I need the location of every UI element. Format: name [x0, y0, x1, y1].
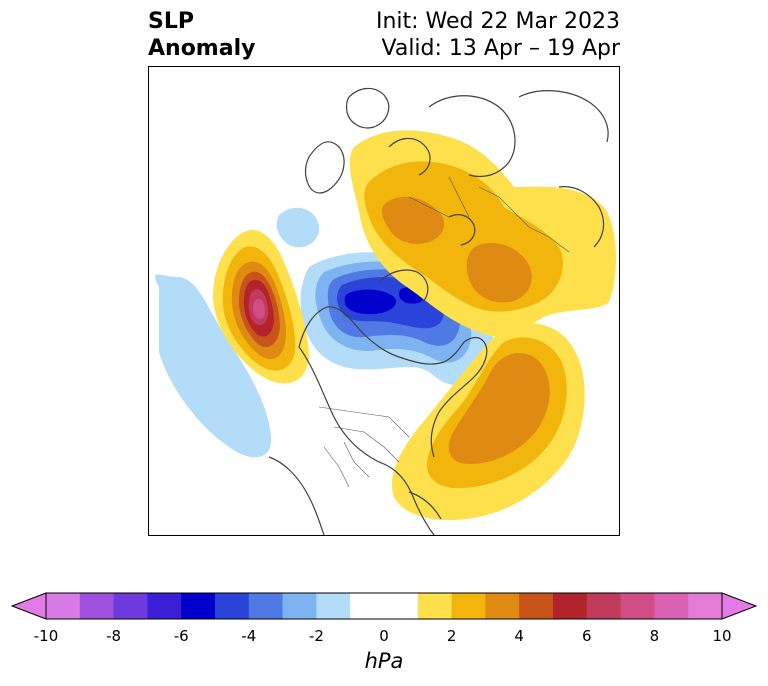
- borders: [318, 176, 570, 488]
- colorbar-outline: [45, 592, 723, 620]
- colorbar-tick-label: 8: [649, 627, 660, 645]
- anomaly-contour-alaska-high-7: [253, 299, 265, 320]
- anomaly-contour-europe-high-3: [381, 196, 445, 244]
- colorbar-unit-label: hPa: [364, 649, 404, 673]
- map-subtitle: Init: Wed 22 Mar 2023 Valid: 13 Apr – 19…: [376, 8, 620, 62]
- title-line-2: Anomaly: [148, 36, 256, 61]
- map-title: SLP Anomaly: [148, 8, 255, 62]
- colorbar-cell: [350, 593, 385, 619]
- valid-range: Valid: 13 Apr – 19 Apr: [381, 36, 621, 61]
- colorbar-cell: [46, 593, 81, 619]
- colorbar-cell: [417, 593, 453, 619]
- anomaly-contour-arctic-low-5: [344, 289, 397, 315]
- colorbar-tick-label: 6: [582, 627, 592, 645]
- colorbar-tick-label: 0: [379, 627, 389, 645]
- colorbar-cell: [215, 593, 250, 619]
- colorbar-cell: [688, 593, 723, 619]
- colorbar-extend-left: [10, 592, 47, 620]
- colorbar: [10, 592, 758, 620]
- colorbar-cell: [654, 593, 689, 619]
- anomaly-contour-atlantic-high-3: [448, 353, 550, 464]
- colorbar-cell: [384, 593, 419, 619]
- colorbar-tick-label: 4: [514, 627, 524, 645]
- colorbar-tick-label: -6: [173, 627, 189, 645]
- colorbar-cell: [316, 593, 351, 619]
- anomaly-map: [155, 87, 616, 535]
- colorbar-cell: [451, 593, 486, 619]
- title-line-1: SLP: [148, 9, 194, 34]
- anomaly-contour-north-pacific-low: [155, 274, 272, 458]
- colorbar-tick-label: -8: [106, 627, 122, 645]
- colorbar-extend-right: [721, 592, 758, 620]
- colorbar-cell: [485, 593, 520, 619]
- coastlines: [268, 87, 609, 535]
- colorbar-cell: [147, 593, 182, 619]
- colorbar-cell: [620, 593, 655, 619]
- anomaly-contour-canada-weak-low: [276, 207, 320, 248]
- colorbar-cell: [282, 593, 317, 619]
- colorbar-cell: [586, 593, 622, 619]
- colorbar-cell: [79, 593, 115, 619]
- colorbar-cell: [113, 593, 148, 619]
- colorbar-cell: [553, 593, 588, 619]
- init-date: Init: Wed 22 Mar 2023: [375, 9, 620, 34]
- colorbar-tick-label: -4: [241, 627, 257, 645]
- colorbar-tick-label: 2: [446, 627, 457, 645]
- colorbar-cell: [248, 593, 284, 619]
- colorbar-tick-label: -10: [33, 627, 59, 645]
- anomaly-contour-europe-high-4: [466, 243, 532, 303]
- colorbar-cell: [519, 593, 554, 619]
- map-panel: [148, 66, 620, 536]
- colorbar-tick-label: -2: [308, 627, 324, 645]
- colorbar-cell: [181, 593, 216, 619]
- colorbar-tick-label: 10: [712, 627, 732, 645]
